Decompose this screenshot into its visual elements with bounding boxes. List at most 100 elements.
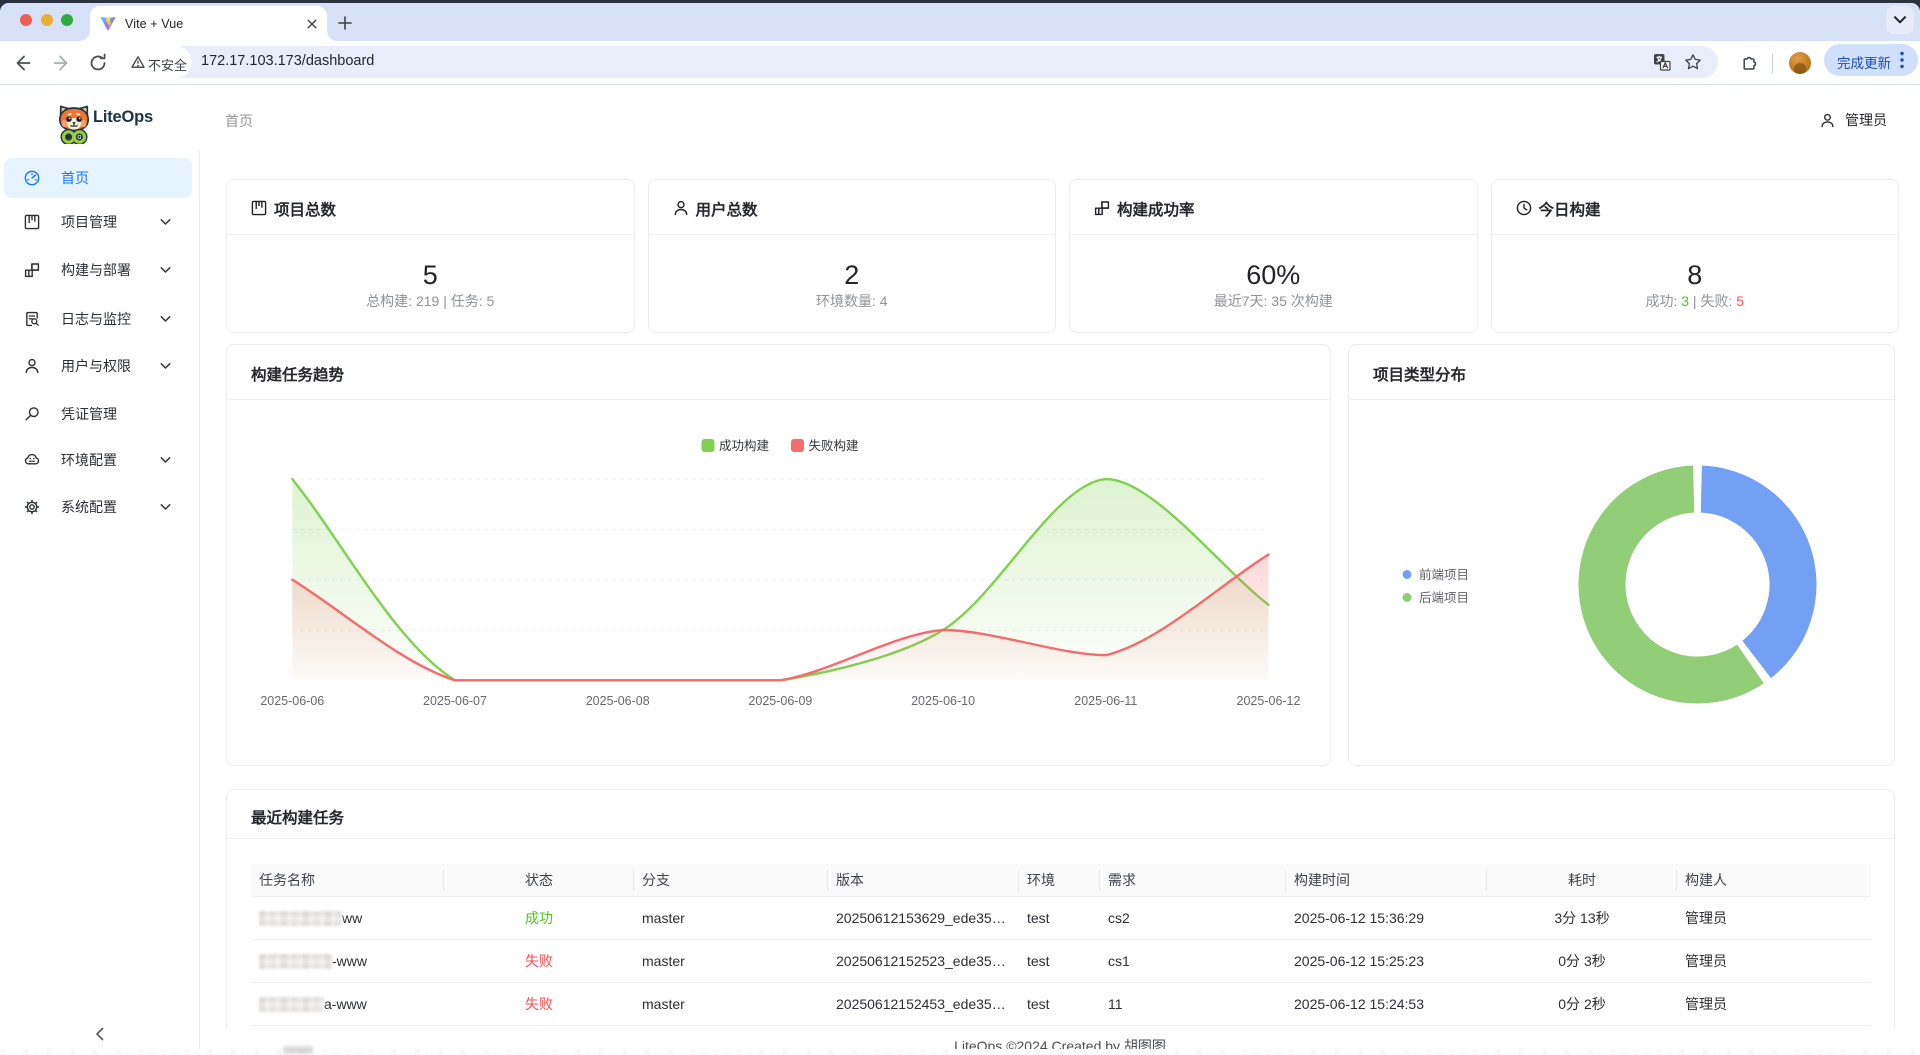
reload-button[interactable] bbox=[87, 52, 109, 74]
browser-tab[interactable]: Vite + Vue bbox=[80, 6, 337, 41]
tab-close-icon[interactable] bbox=[303, 15, 321, 33]
env-cell: test bbox=[1019, 939, 1100, 983]
censored-smudge bbox=[283, 1046, 313, 1054]
x-axis-label: 2025-06-10 bbox=[911, 694, 975, 708]
donut-slice-前端项目[interactable] bbox=[1697, 462, 1820, 682]
user-menu[interactable]: 管理员 bbox=[1820, 110, 1887, 128]
browser-menu-icon[interactable] bbox=[1900, 51, 1904, 69]
card-header: 项目总数 bbox=[227, 180, 634, 235]
time-cell: 2025-06-12 15:36:29 bbox=[1286, 896, 1487, 940]
censored-task-name bbox=[259, 910, 342, 926]
file-search-icon bbox=[24, 311, 40, 327]
card-header: 构建成功率 bbox=[1070, 180, 1477, 235]
x-axis-label: 2025-06-12 bbox=[1237, 694, 1301, 708]
translate-icon[interactable] bbox=[1653, 53, 1671, 71]
censored-task-name bbox=[259, 996, 324, 1012]
macos-zoom-button[interactable] bbox=[60, 13, 73, 26]
bookmark-star-icon[interactable] bbox=[1684, 53, 1702, 71]
liteops-logo bbox=[57, 104, 91, 144]
main-content: 今日构建 8 成功: 3 | 失败: 5 构建成功率 60% 最近7天: 35 … bbox=[200, 150, 1920, 1055]
sidebar-item-label: 用户与权限 bbox=[61, 358, 131, 374]
status-cell: 失败 bbox=[444, 939, 634, 983]
req-cell: 11 bbox=[1100, 982, 1286, 1026]
sidebar-item-5[interactable]: 凭证管理 bbox=[4, 394, 192, 434]
duration-cell: 3分 13秒 bbox=[1487, 896, 1677, 940]
tab-search-button[interactable] bbox=[1886, 6, 1914, 34]
extensions-icon[interactable] bbox=[1740, 54, 1758, 72]
security-label: 不安全 bbox=[148, 57, 188, 73]
stat-card-0: 项目总数 5 总构建: 219 | 任务: 5 bbox=[226, 179, 635, 333]
user-icon bbox=[1821, 113, 1834, 128]
time-cell: 2025-06-12 15:24:53 bbox=[1286, 982, 1487, 1026]
task-name-cell: -www bbox=[251, 939, 444, 983]
legend-dot[interactable] bbox=[1402, 593, 1412, 602]
dashboard-icon bbox=[24, 170, 40, 186]
chevron-down-icon bbox=[160, 217, 171, 227]
profile-avatar[interactable] bbox=[1789, 52, 1811, 74]
x-axis-label: 2025-06-06 bbox=[260, 694, 324, 708]
legend-swatch[interactable] bbox=[791, 439, 804, 452]
project-icon bbox=[24, 214, 40, 230]
legend-dot[interactable] bbox=[1402, 570, 1412, 579]
status-cell: 成功 bbox=[444, 896, 634, 940]
clock-icon bbox=[1516, 200, 1531, 216]
sidebar-collapse-icon[interactable] bbox=[92, 1026, 108, 1042]
builder-cell: 管理员 bbox=[1677, 896, 1871, 940]
sidebar-item-1[interactable]: 项目管理 bbox=[4, 202, 192, 242]
build-icon bbox=[1094, 200, 1110, 216]
address-bar[interactable]: 不安全 172.17.103.173/dashboard bbox=[120, 46, 1718, 78]
donut-slice-后端项目[interactable] bbox=[1575, 462, 1768, 707]
forward-button[interactable] bbox=[50, 52, 72, 74]
stat-subtitle: 最近7天: 35 次构建 bbox=[1213, 293, 1333, 309]
sidebar-item-label: 日志与监控 bbox=[61, 311, 131, 327]
column-header: 版本 bbox=[828, 864, 1019, 897]
project-type-card: 项目类型分布 前端项目后端项目 bbox=[1348, 344, 1895, 766]
brand-name: LiteOps bbox=[93, 108, 154, 126]
x-axis-label: 2025-06-09 bbox=[748, 694, 812, 708]
back-button[interactable] bbox=[12, 52, 34, 74]
card-header: 项目类型分布 bbox=[1349, 345, 1894, 400]
legend-label[interactable]: 前端项目 bbox=[1419, 567, 1469, 582]
builder-cell: 管理员 bbox=[1677, 982, 1871, 1026]
table-row: a-www 失败 master 20250612152453_ede35… test 11… bbox=[251, 982, 1871, 1026]
sidebar-item-6[interactable]: 环境配置 bbox=[4, 440, 192, 480]
sidebar-item-label: 首页 bbox=[61, 170, 89, 186]
legend-label[interactable]: 成功构建 bbox=[719, 438, 770, 453]
env-cell: test bbox=[1019, 896, 1100, 940]
column-header: 任务名称 bbox=[251, 864, 444, 897]
sidebar-item-2[interactable]: 构建与部署 bbox=[4, 250, 192, 290]
chrome-update-button[interactable]: 完成更新 bbox=[1824, 44, 1918, 76]
sidebar-item-home[interactable]: 首页 bbox=[4, 158, 192, 198]
area-失败构建 bbox=[292, 554, 1269, 681]
sidebar-item-7[interactable]: 系统配置 bbox=[4, 487, 192, 527]
legend-swatch[interactable] bbox=[701, 439, 715, 452]
macos-minimize-button[interactable] bbox=[40, 13, 53, 26]
task-name-cell: a-www bbox=[251, 982, 444, 1026]
new-tab-button[interactable] bbox=[336, 14, 353, 31]
user-icon bbox=[673, 200, 688, 216]
sidebar-item-4[interactable]: 用户与权限 bbox=[4, 346, 192, 386]
sidebar-item-label: 系统配置 bbox=[61, 499, 117, 515]
sidebar-item-label: 凭证管理 bbox=[61, 406, 117, 422]
setting-icon bbox=[24, 499, 40, 515]
key-icon bbox=[24, 406, 40, 422]
macos-close-button[interactable] bbox=[19, 13, 32, 26]
x-axis-label: 2025-06-08 bbox=[586, 694, 650, 708]
x-axis-label: 2025-06-11 bbox=[1074, 694, 1137, 708]
site-security-chip[interactable]: 不安全 bbox=[120, 46, 192, 78]
legend-label[interactable]: 失败构建 bbox=[809, 438, 860, 453]
task-name-cell: ww bbox=[251, 896, 444, 940]
column-header: 耗时 bbox=[1487, 864, 1677, 897]
legend-label[interactable]: 后端项目 bbox=[1419, 591, 1469, 605]
chevron-down-icon bbox=[160, 265, 171, 275]
vite-favicon-icon bbox=[100, 15, 116, 32]
card-header: 用户总数 bbox=[648, 180, 1055, 235]
chevron-down-icon bbox=[160, 361, 171, 371]
stat-value: 8 bbox=[1687, 260, 1703, 290]
version-cell: 20250612152523_ede35… bbox=[828, 939, 1019, 983]
version-cell: 20250612153629_ede35… bbox=[828, 896, 1019, 940]
card-header: 最近构建任务 bbox=[227, 790, 1894, 839]
sidebar-item-3[interactable]: 日志与监控 bbox=[4, 299, 192, 339]
card-header: 今日构建 bbox=[1491, 180, 1898, 235]
